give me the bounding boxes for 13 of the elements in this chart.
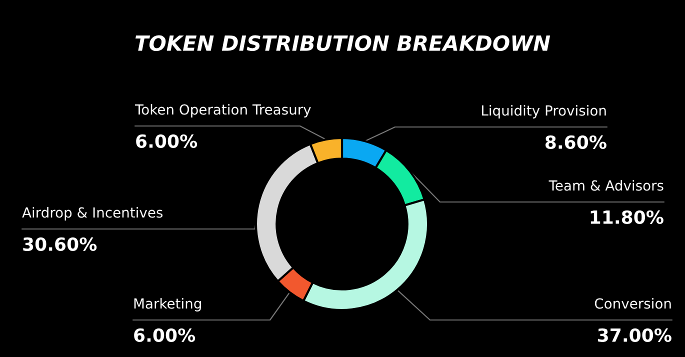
slice-label: Liquidity Provision [482, 105, 606, 118]
data-label: 8.60% [545, 135, 606, 149]
slice-label: Marketing [134, 298, 201, 312]
slice-label: Token Operation Treasury [134, 104, 311, 118]
slice-label: Team & Advisors [548, 180, 664, 191]
slice-label: Conversion [594, 298, 671, 309]
data-label: 11.80% [590, 210, 664, 224]
slice-label: Airdrop & Incentives [22, 207, 163, 220]
data-label: 6.00% [136, 134, 198, 148]
data-label: 6.00% [134, 328, 196, 342]
chart-title: TOKEN DISTRIBUTION BREAKDOWN [135, 35, 550, 52]
data-label: 37.00% [598, 328, 672, 342]
data-label: 30.60% [23, 237, 97, 251]
